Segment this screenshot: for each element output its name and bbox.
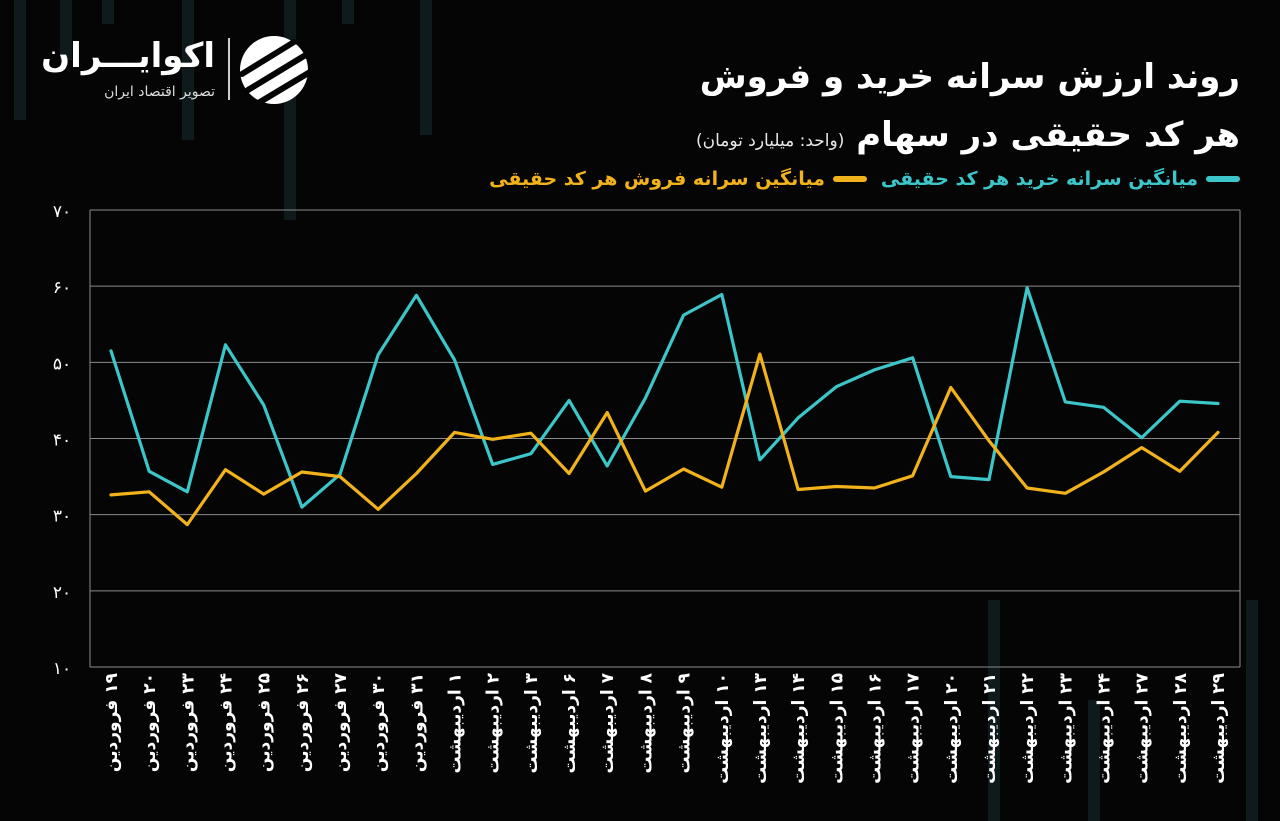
x-tick-label: ۲۷ فروردین — [331, 672, 351, 772]
x-tick-label: ۱۷ اردیبهشت — [904, 672, 924, 783]
x-tick-label: ۲۹ اردیبهشت — [1209, 672, 1229, 783]
x-tick-label: ۲۴ فروردین — [217, 673, 237, 772]
x-tick-label: ۳ اردیبهشت — [522, 672, 542, 773]
x-tick-label: ۱۹ فروردین — [102, 672, 122, 772]
x-tick-label: ۲۳ فروردین — [178, 672, 198, 772]
y-tick-label: ۳۰ — [53, 507, 71, 527]
legend-swatch-sell — [832, 176, 867, 182]
x-tick-label: ۱۳ اردیبهشت — [751, 672, 771, 783]
y-axis: ۱۰ ۲۰ ۳۰ ۴۰ ۵۰ ۶۰ ۷۰ — [53, 202, 71, 679]
x-tick-label: ۱۶ اردیبهشت — [865, 673, 885, 784]
x-tick-label: ۲۴ اردیبهشت — [1094, 673, 1114, 784]
y-tick-label: ۵۰ — [53, 354, 71, 374]
x-tick-label: ۸ اردیبهشت — [636, 672, 656, 773]
x-tick-label: ۶ اردیبهشت — [560, 673, 580, 774]
brand-mark-icon — [239, 36, 313, 105]
x-tick-label: ۱۵ اردیبهشت — [827, 673, 847, 784]
x-tick-label: ۱ اردیبهشت — [446, 673, 466, 774]
legend-label-sell: میانگین سرانه فروش هر کد حقیقی — [489, 168, 825, 190]
legend-item-sell: میانگین سرانه فروش هر کد حقیقی — [489, 168, 867, 190]
x-tick-label: ۱۴ اردیبهشت — [789, 673, 809, 784]
chart-legend: میانگین سرانه خرید هر کد حقیقی میانگین س… — [489, 168, 1240, 190]
chart-unit: (واحد: میلیارد تومان) — [695, 131, 845, 151]
brand-logo: اکوایـــران تصویر اقتصاد ایران — [41, 30, 320, 110]
chart-grid — [89, 209, 1241, 668]
chart-series — [109, 286, 1220, 527]
y-tick-label: ۱۰ — [53, 659, 71, 679]
legend-swatch-buy — [1206, 176, 1240, 182]
y-tick-label: ۶۰ — [53, 278, 71, 298]
series-line-sell — [109, 352, 1220, 527]
x-tick-label: ۲۵ فروردین — [255, 673, 275, 772]
chart-title: روند ارزش سرانه خرید و فروش هر کد حقیقی … — [540, 48, 1240, 170]
legend-item-buy: میانگین سرانه خرید هر کد حقیقی — [881, 168, 1240, 190]
x-tick-label: ۹ اردیبهشت — [675, 672, 695, 773]
chart-title-line2-wrap: هر کد حقیقی در سهام (واحد: میلیارد تومان… — [540, 106, 1240, 170]
x-tick-label: ۷ اردیبهشت — [598, 672, 618, 773]
x-tick-label: ۲ اردیبهشت — [484, 672, 504, 773]
logo-divider — [228, 38, 230, 100]
y-tick-label: ۴۰ — [53, 431, 71, 451]
legend-label-buy: میانگین سرانه خرید هر کد حقیقی — [880, 168, 1198, 190]
series-line-buy — [109, 286, 1220, 509]
brand-tagline: تصویر اقتصاد ایران — [104, 84, 215, 100]
x-tick-label: ۲۰ فروردین — [140, 673, 160, 772]
x-tick-label: ۲۶ فروردین — [293, 673, 313, 772]
x-tick-label: ۲۲ اردیبهشت — [1018, 672, 1038, 783]
chart-title-line1: روند ارزش سرانه خرید و فروش — [699, 57, 1240, 97]
chart-title-line2: هر کد حقیقی در سهام — [856, 115, 1240, 155]
x-tick-label: ۱۰ اردیبهشت — [713, 673, 733, 784]
x-tick-label: ۳۱ فروردین — [407, 673, 427, 772]
x-tick-label: ۳۰ فروردین — [369, 673, 389, 772]
y-tick-label: ۷۰ — [53, 202, 71, 222]
x-tick-label: ۲۸ اردیبهشت — [1171, 672, 1191, 783]
brand-name: اکوایـــران — [41, 36, 215, 76]
x-tick-label: ۲۳ اردیبهشت — [1056, 672, 1076, 783]
x-tick-label: ۲۰ اردیبهشت — [942, 673, 962, 784]
x-axis: ۱۹ فروردین ۲۰ فروردین ۲۳ فروردین ۲۴ فروردین… — [102, 672, 1229, 783]
y-tick-label: ۲۰ — [53, 583, 71, 603]
x-tick-label: ۲۱ اردیبهشت — [980, 673, 1000, 784]
x-tick-label: ۲۷ اردیبهشت — [1133, 672, 1153, 783]
